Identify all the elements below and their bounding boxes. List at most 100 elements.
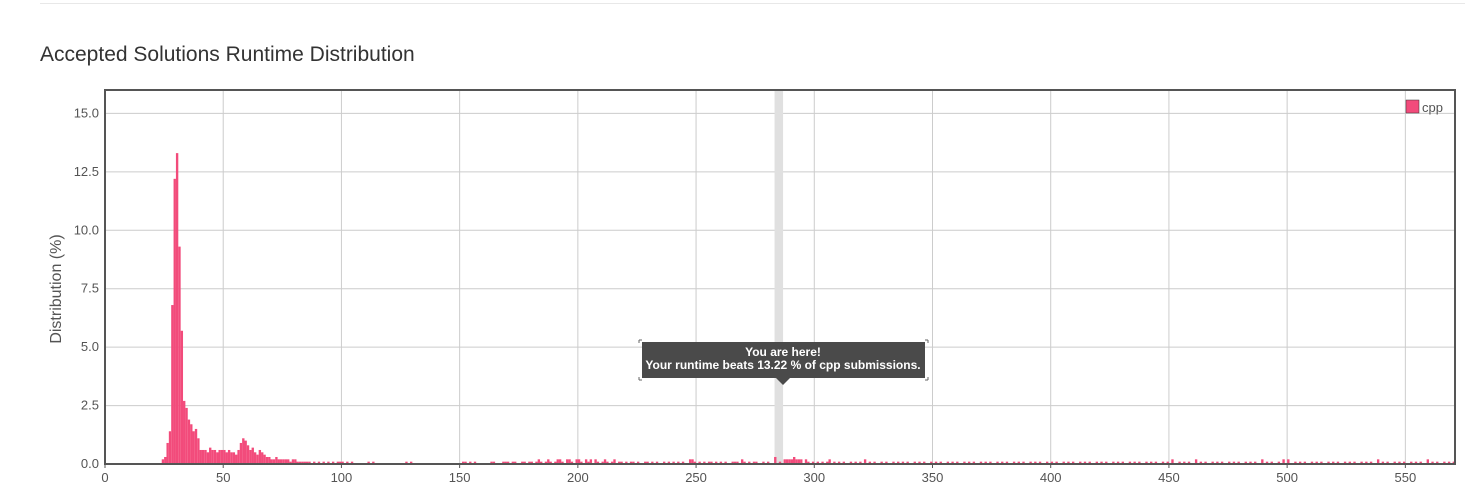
bar: [502, 461, 505, 464]
bar: [291, 459, 295, 464]
bar: [1220, 461, 1224, 464]
bar: [211, 449, 214, 464]
bar: [1327, 461, 1330, 464]
y-tick-label: 2.5: [81, 398, 99, 413]
bar: [1315, 461, 1318, 464]
x-tick-label: 100: [331, 470, 353, 485]
bar: [1150, 461, 1153, 464]
bar: [972, 461, 976, 464]
bar: [263, 454, 266, 464]
bar: [303, 461, 306, 464]
bar: [204, 449, 207, 464]
bar: [171, 305, 174, 464]
bar: [1138, 461, 1141, 464]
x-tick-label: 300: [803, 470, 825, 485]
bar: [1414, 461, 1418, 464]
bar: [636, 461, 640, 464]
bar: [164, 456, 167, 464]
bar: [577, 459, 581, 464]
bar: [651, 461, 654, 464]
bar: [1012, 461, 1016, 464]
bar: [1116, 461, 1120, 464]
bar: [180, 330, 184, 464]
bar: [346, 461, 349, 464]
bar: [209, 447, 212, 464]
bar: [1303, 461, 1307, 464]
bar: [1067, 461, 1070, 464]
bar: [1426, 459, 1429, 464]
bar: [923, 461, 926, 464]
bar: [253, 452, 257, 464]
bar: [206, 452, 210, 464]
x-tick-label: 150: [449, 470, 471, 485]
bar: [258, 449, 262, 464]
bar: [341, 461, 344, 464]
bar: [1343, 461, 1347, 464]
highlight-band: [774, 90, 784, 464]
bar: [946, 461, 950, 464]
bar: [201, 449, 205, 464]
bar: [1105, 461, 1108, 464]
bar: [804, 459, 808, 464]
bar: [294, 459, 297, 464]
bar: [272, 459, 276, 464]
bar: [197, 438, 200, 464]
bar: [469, 461, 472, 464]
bar: [1431, 461, 1434, 464]
bar: [298, 461, 302, 464]
bar: [367, 461, 370, 464]
bar: [885, 461, 888, 464]
bar: [1265, 461, 1269, 464]
bar: [703, 461, 706, 464]
bar: [327, 461, 330, 464]
bar: [906, 461, 909, 464]
bar: [301, 461, 304, 464]
bar: [514, 461, 517, 464]
bar: [821, 461, 824, 464]
bar: [783, 459, 786, 464]
bar: [677, 461, 680, 464]
bar: [175, 153, 179, 465]
x-tick-label: 400: [1040, 470, 1062, 485]
highlight-band-layer: [774, 90, 784, 464]
bar: [1381, 461, 1385, 464]
bar: [239, 442, 243, 464]
bar: [778, 461, 782, 464]
bar: [1270, 461, 1273, 464]
bar: [230, 452, 233, 464]
bar: [331, 461, 335, 464]
bar: [1187, 461, 1191, 464]
bar: [336, 461, 340, 464]
bar: [549, 461, 552, 464]
x-tick-label: 50: [216, 470, 230, 485]
bar: [504, 461, 507, 464]
bar: [317, 461, 321, 464]
bar: [277, 459, 280, 464]
bar: [594, 459, 597, 464]
bar: [1216, 461, 1219, 464]
bar: [1261, 459, 1264, 464]
bar: [755, 461, 758, 464]
y-tick-label: 12.5: [74, 164, 99, 179]
bar: [797, 459, 801, 464]
bar: [766, 461, 770, 464]
x-tick-label: 550: [1394, 470, 1416, 485]
bar: [1348, 461, 1351, 464]
bar: [934, 461, 938, 464]
bar: [859, 461, 862, 464]
bar: [232, 452, 236, 464]
legend[interactable]: cpp: [1405, 99, 1443, 115]
bar: [251, 447, 254, 464]
bar: [279, 459, 283, 464]
bar: [1022, 461, 1025, 464]
bar: [161, 459, 165, 464]
bar: [868, 461, 872, 464]
bar: [1178, 461, 1181, 464]
bar: [568, 459, 571, 464]
bar: [1029, 461, 1032, 464]
bar: [1145, 461, 1148, 464]
bar: [462, 461, 465, 464]
bar: [1249, 461, 1252, 464]
bar: [275, 456, 278, 464]
